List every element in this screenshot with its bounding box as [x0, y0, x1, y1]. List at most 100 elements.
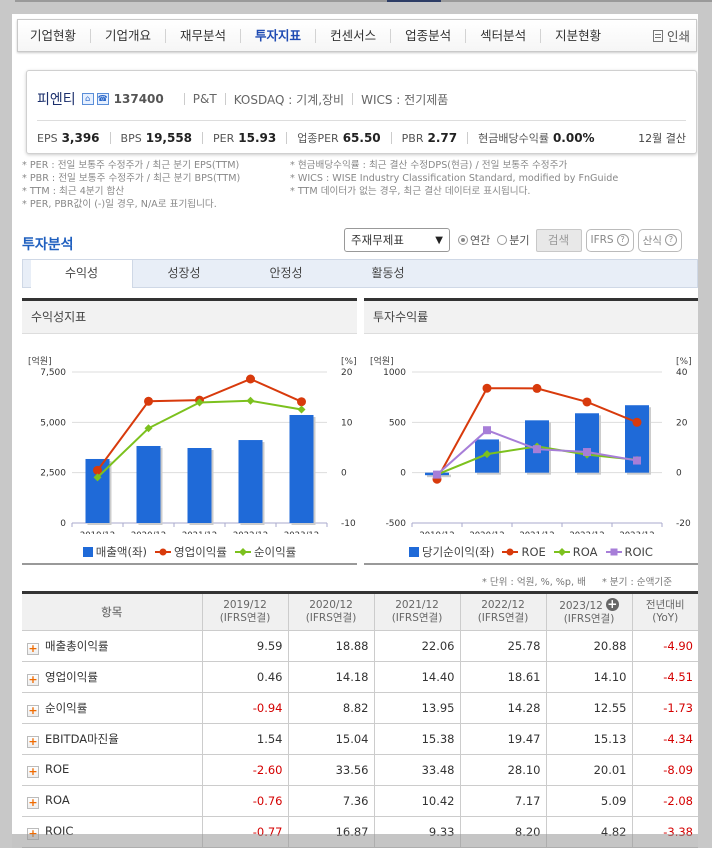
tab-activity[interactable]: 활동성: [371, 266, 405, 280]
table-cell: 12.55: [546, 692, 633, 724]
divider: [183, 93, 185, 105]
statement-select[interactable]: 주재무제표 ▼: [344, 228, 450, 252]
nav-consensus[interactable]: 컨센서스: [316, 28, 392, 43]
row-label[interactable]: + 순이익률: [22, 692, 203, 724]
svg-text:[억원]: [억원]: [28, 355, 52, 367]
legend-item[interactable]: 순이익률: [234, 544, 296, 560]
expand-row-icon[interactable]: +: [27, 734, 39, 748]
column-header: 2021/12 (IFRS연결): [374, 592, 461, 631]
column-header: 2023/12 + (IFRS연결): [546, 592, 633, 631]
annual-radio[interactable]: 연간: [458, 232, 490, 248]
expand-row-icon[interactable]: +: [27, 641, 39, 655]
nav-shareholding[interactable]: 지분현황: [555, 27, 602, 43]
bar-swatch-icon: [82, 547, 93, 557]
table-cell: -8.09: [632, 754, 698, 786]
table-cell: -1.73: [632, 692, 698, 724]
tab-stability[interactable]: 안정성: [269, 266, 303, 280]
horizontal-scrollbar[interactable]: [12, 834, 698, 848]
table-cell: 0.46: [202, 661, 289, 693]
table-row: + 매출총이익률 9.59 18.88 22.06 25.78 20.88 -4.90: [22, 630, 698, 662]
nav-company-overview[interactable]: 기업개요: [91, 28, 167, 43]
nav-sector-analysis[interactable]: 섹터분석: [466, 28, 542, 43]
chart-title: 수익성지표: [22, 301, 357, 334]
svg-text:20: 20: [341, 368, 353, 378]
statement-select-value: 주재무제표: [351, 233, 404, 247]
table-cell: 28.10: [460, 754, 547, 786]
row-label[interactable]: + EBITDA마진율: [22, 723, 203, 755]
row-label[interactable]: + 매출총이익률: [22, 630, 203, 662]
legend-item[interactable]: 당기순이익(좌): [409, 544, 494, 560]
svg-text:1000: 1000: [383, 368, 406, 378]
phone-icon[interactable]: ☎: [96, 93, 109, 105]
top-active-indicator: [387, 0, 441, 2]
purple-line-marker-icon: [605, 548, 622, 556]
nav-company-status[interactable]: 기업현황: [18, 28, 92, 43]
nav-financial-analysis[interactable]: 재무분석: [166, 28, 242, 43]
profitability-table: 항목 2019/12 (IFRS연결) 2020/12 (IFRS연결) 2021/…: [22, 591, 698, 848]
table-cell: 33.48: [374, 754, 461, 786]
dividend-value: 0.00%: [552, 131, 595, 145]
eps-label: EPS: [37, 131, 58, 145]
quarter-label: 분기: [509, 234, 530, 247]
expand-row-icon[interactable]: +: [27, 672, 39, 686]
formula-help-button[interactable]: 산식 ?: [637, 228, 682, 252]
return-chart-panel: 투자수익률 [억원] [%] -500 -20 0 0 500 20 1000 40 2019/12…: [364, 298, 698, 565]
expand-row-icon[interactable]: +: [27, 765, 39, 778]
column-header: 2020/12 (IFRS연결): [288, 592, 375, 631]
legend-item[interactable]: ROE: [502, 545, 546, 559]
table-cell: 9.59: [202, 630, 289, 662]
table-cell: -2.08: [632, 785, 698, 817]
column-header: 전년대비 (YoY): [632, 592, 698, 631]
annual-label: 연간: [470, 234, 491, 247]
expand-row-icon[interactable]: +: [27, 796, 39, 809]
row-label[interactable]: + 영업이익률: [22, 661, 203, 693]
note: * WICS : WISE Industry Classification St…: [290, 173, 619, 184]
per-label: PER: [213, 131, 235, 145]
table-cell: 20.01: [546, 754, 633, 786]
svg-text:-10: -10: [341, 519, 356, 529]
table-cell: 15.13: [546, 723, 633, 755]
svg-text:5,000: 5,000: [40, 418, 66, 428]
expand-columns-icon[interactable]: +: [605, 597, 619, 611]
legend-item[interactable]: 영업이익률: [155, 544, 227, 560]
table-cell: 7.17: [460, 785, 547, 817]
tab-growth[interactable]: 성장성: [167, 266, 201, 280]
search-button[interactable]: 검색: [535, 228, 582, 252]
table-cell: 15.38: [374, 723, 461, 755]
svg-text:-20: -20: [676, 519, 691, 529]
table-cell: 7.36: [288, 785, 375, 817]
ifrs-label: IFRS: [590, 234, 614, 246]
row-label[interactable]: + ROA: [22, 785, 203, 817]
row-label[interactable]: + ROE: [22, 754, 203, 786]
legend-item[interactable]: 매출액(좌): [82, 544, 147, 560]
table-cell: 25.78: [460, 630, 547, 662]
quarter-radio[interactable]: 분기: [497, 232, 530, 248]
svg-text:0: 0: [676, 469, 682, 479]
divider: [37, 120, 686, 121]
column-header: 항목: [22, 592, 203, 631]
svg-text:500: 500: [389, 418, 406, 428]
table-cell: 13.95: [374, 692, 461, 724]
market-info: KOSDAQ : 기계,장비: [233, 92, 345, 107]
tab-profitability[interactable]: 수익성: [31, 260, 133, 288]
legend-item[interactable]: ROA: [553, 545, 598, 559]
home-icon[interactable]: ⌂: [81, 93, 94, 105]
table-cell: 10.42: [374, 785, 461, 817]
pbr-value: 2.77: [427, 131, 458, 145]
svg-text:-500: -500: [386, 519, 407, 529]
expand-row-icon[interactable]: +: [27, 703, 39, 717]
analysis-tabs: 수익성 성장성 안정성 활동성: [22, 259, 698, 288]
svg-text:0: 0: [341, 469, 347, 479]
svg-text:2019/12: 2019/12: [419, 531, 454, 534]
ifrs-help-button[interactable]: IFRS ?: [585, 228, 634, 252]
radio-unchecked-icon: [497, 235, 508, 245]
green-line-marker-icon: [553, 548, 570, 556]
nav-industry-analysis[interactable]: 업종분석: [391, 28, 467, 43]
legend-item[interactable]: ROIC: [605, 545, 653, 559]
nav-investment-indicators[interactable]: 투자지표: [241, 28, 317, 43]
print-button[interactable]: 인쇄: [652, 26, 690, 45]
dividend-label: 현금배당수익률: [478, 132, 549, 145]
table-cell: -4.51: [632, 661, 698, 693]
svg-text:[%]: [%]: [676, 357, 692, 367]
note: * PER : 전일 보통주 수정주가 / 최근 분기 EPS(TTM): [22, 160, 240, 171]
